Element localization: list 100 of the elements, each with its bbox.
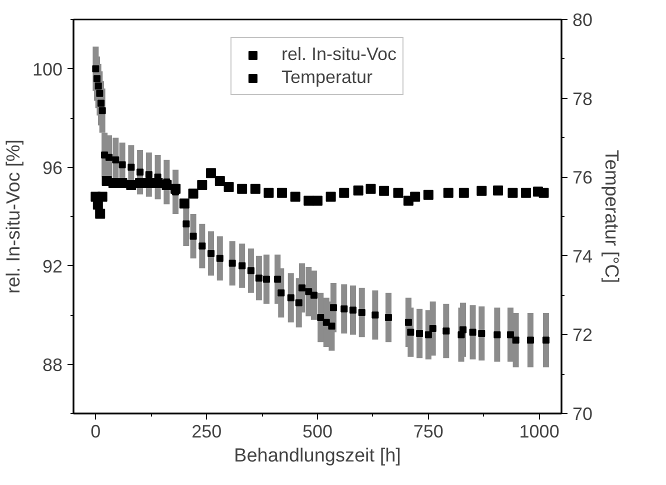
point	[287, 294, 294, 302]
point	[372, 312, 379, 318]
legend-label: Temperatur	[281, 67, 373, 88]
point	[423, 190, 434, 200]
point	[506, 331, 514, 338]
point	[94, 82, 102, 90]
x-tick-label: 500	[302, 422, 333, 442]
point	[295, 299, 302, 306]
point	[298, 284, 306, 292]
point	[407, 328, 414, 336]
point	[366, 184, 376, 194]
y2-tick-label: 78	[572, 88, 593, 109]
point	[310, 292, 318, 299]
point	[190, 232, 197, 240]
point	[162, 180, 172, 190]
point	[494, 331, 501, 338]
point	[98, 107, 106, 114]
x-tick-label: 0	[90, 422, 101, 442]
x-tick-label: 750	[413, 422, 444, 442]
point	[216, 254, 224, 262]
point	[469, 328, 476, 336]
point	[145, 171, 152, 178]
point	[262, 276, 270, 283]
point	[247, 267, 254, 274]
point	[179, 198, 190, 208]
point	[126, 180, 136, 190]
point	[182, 220, 190, 228]
x-tick-label: 1000	[519, 422, 560, 442]
point	[112, 156, 120, 164]
point	[458, 188, 469, 198]
y2-axis-title: Temperatur [°C]	[600, 150, 622, 284]
y-axis-title: rel. In-situ-Voc [%]	[3, 139, 24, 294]
point	[358, 309, 366, 316]
point	[108, 178, 118, 188]
point	[105, 154, 112, 161]
point	[521, 188, 532, 198]
y2-tick-label: 70	[572, 404, 593, 424]
point	[508, 188, 518, 198]
point	[198, 242, 206, 250]
point	[96, 90, 104, 97]
point	[250, 184, 260, 194]
point	[512, 336, 520, 344]
y-tick-label: 100	[32, 59, 63, 80]
point	[305, 288, 312, 296]
point	[92, 65, 100, 72]
point	[228, 260, 236, 267]
point	[317, 314, 324, 321]
x-axis-title: Behandlungszeit [h]	[234, 446, 401, 466]
point	[542, 336, 550, 344]
point	[526, 336, 534, 344]
point	[353, 185, 364, 196]
point	[264, 188, 274, 198]
point	[118, 161, 126, 168]
point	[128, 164, 135, 171]
point	[188, 188, 198, 199]
point	[416, 330, 424, 337]
point	[393, 188, 404, 198]
point	[326, 192, 336, 202]
point	[237, 184, 248, 194]
point	[197, 180, 208, 190]
x-tick-label: 250	[192, 422, 222, 442]
point	[476, 186, 487, 196]
point	[255, 274, 262, 282]
point	[278, 289, 285, 296]
point	[538, 188, 549, 198]
point	[304, 196, 314, 206]
point	[404, 318, 412, 326]
point	[274, 276, 282, 283]
point	[384, 314, 392, 321]
point	[135, 178, 146, 188]
y-tick-label: 88	[42, 354, 63, 375]
point	[330, 304, 337, 312]
point	[349, 306, 356, 314]
point	[95, 208, 106, 219]
point	[493, 185, 504, 196]
point	[340, 305, 348, 312]
point	[97, 192, 108, 202]
point	[208, 250, 215, 257]
point	[214, 176, 225, 186]
point	[94, 75, 101, 82]
point	[443, 188, 454, 198]
point	[136, 168, 144, 176]
point	[238, 262, 246, 270]
point	[424, 331, 432, 338]
point	[144, 178, 154, 188]
y-tick-label: 96	[42, 158, 63, 178]
point	[170, 184, 181, 194]
y-tick-label: 92	[42, 256, 63, 276]
point	[379, 186, 390, 196]
y2-tick-label: 76	[572, 168, 593, 188]
point	[312, 196, 322, 206]
point	[277, 188, 288, 198]
point	[224, 182, 234, 192]
point	[206, 168, 216, 178]
point	[429, 325, 436, 332]
y2-tick-label: 72	[572, 325, 593, 346]
point	[290, 192, 300, 202]
y2-tick-label: 80	[572, 10, 593, 30]
point	[328, 322, 336, 330]
point	[98, 100, 105, 107]
